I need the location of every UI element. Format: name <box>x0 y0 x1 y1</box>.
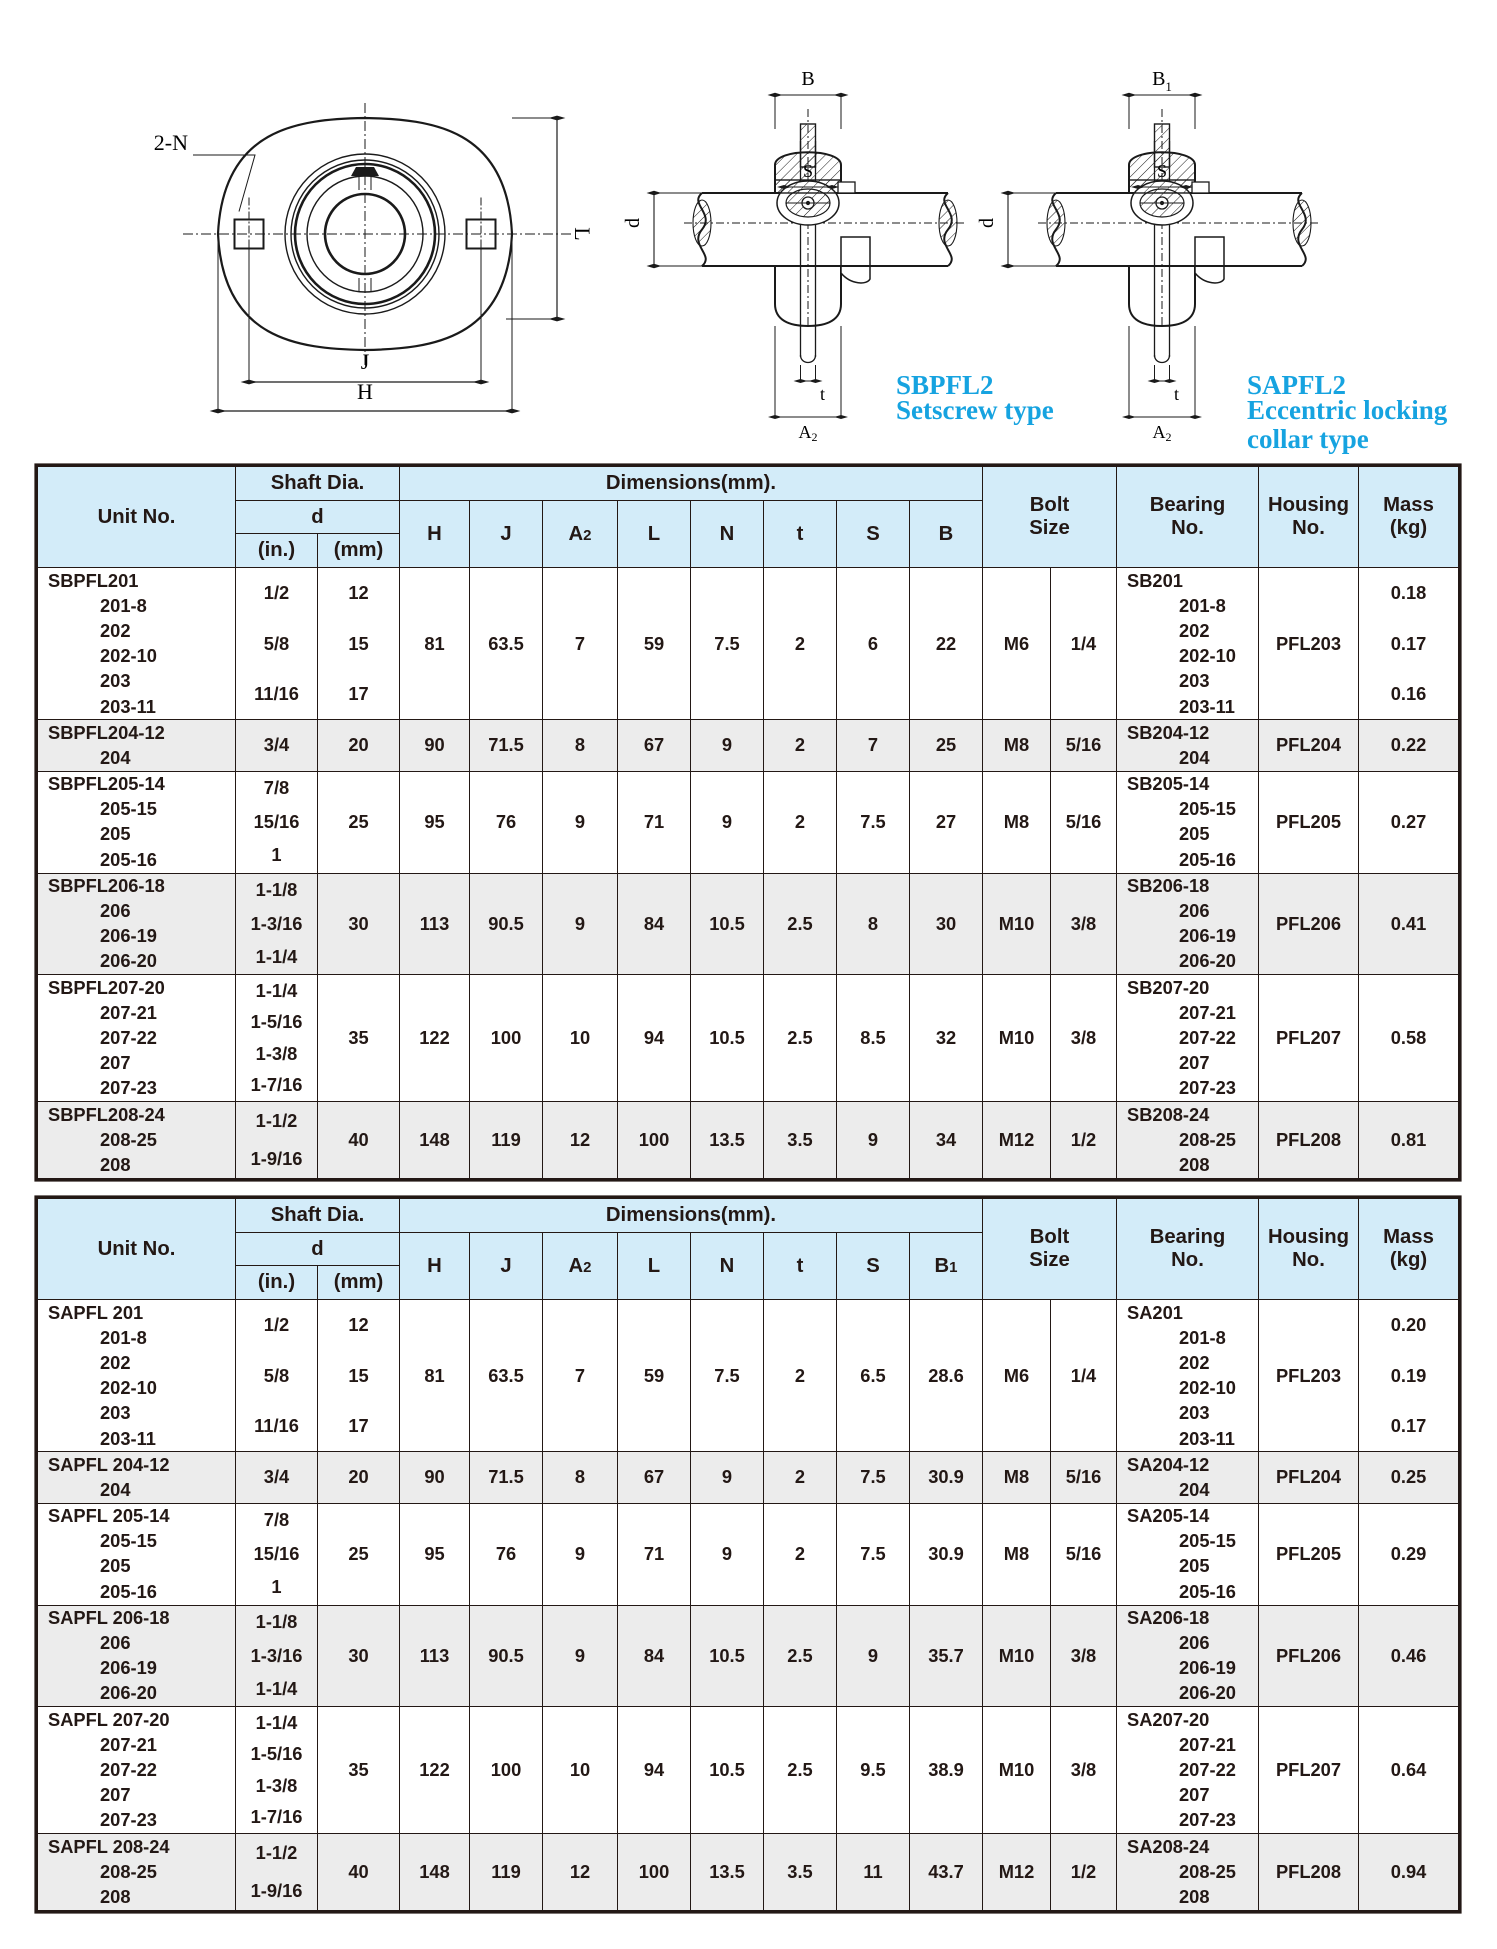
svg-text:2-N: 2-N <box>154 130 188 155</box>
svg-text:S: S <box>1157 161 1167 181</box>
svg-text:H: H <box>357 379 373 404</box>
svg-text:A2: A2 <box>799 422 818 444</box>
svg-text:t: t <box>1174 384 1179 404</box>
svg-text:B1: B1 <box>1152 68 1172 94</box>
svg-text:collar type: collar type <box>1247 424 1369 454</box>
svg-text:t: t <box>820 384 825 404</box>
svg-text:Eccentric locking: Eccentric locking <box>1247 395 1448 425</box>
svg-text:L: L <box>570 227 595 240</box>
svg-text:d: d <box>976 218 998 228</box>
svg-text:d: d <box>622 218 644 228</box>
svg-text:A2: A2 <box>1153 422 1172 444</box>
svg-text:B: B <box>801 68 814 90</box>
svg-text:Setscrew type: Setscrew type <box>896 395 1054 425</box>
svg-text:S: S <box>803 161 813 181</box>
svg-text:J: J <box>361 349 370 374</box>
